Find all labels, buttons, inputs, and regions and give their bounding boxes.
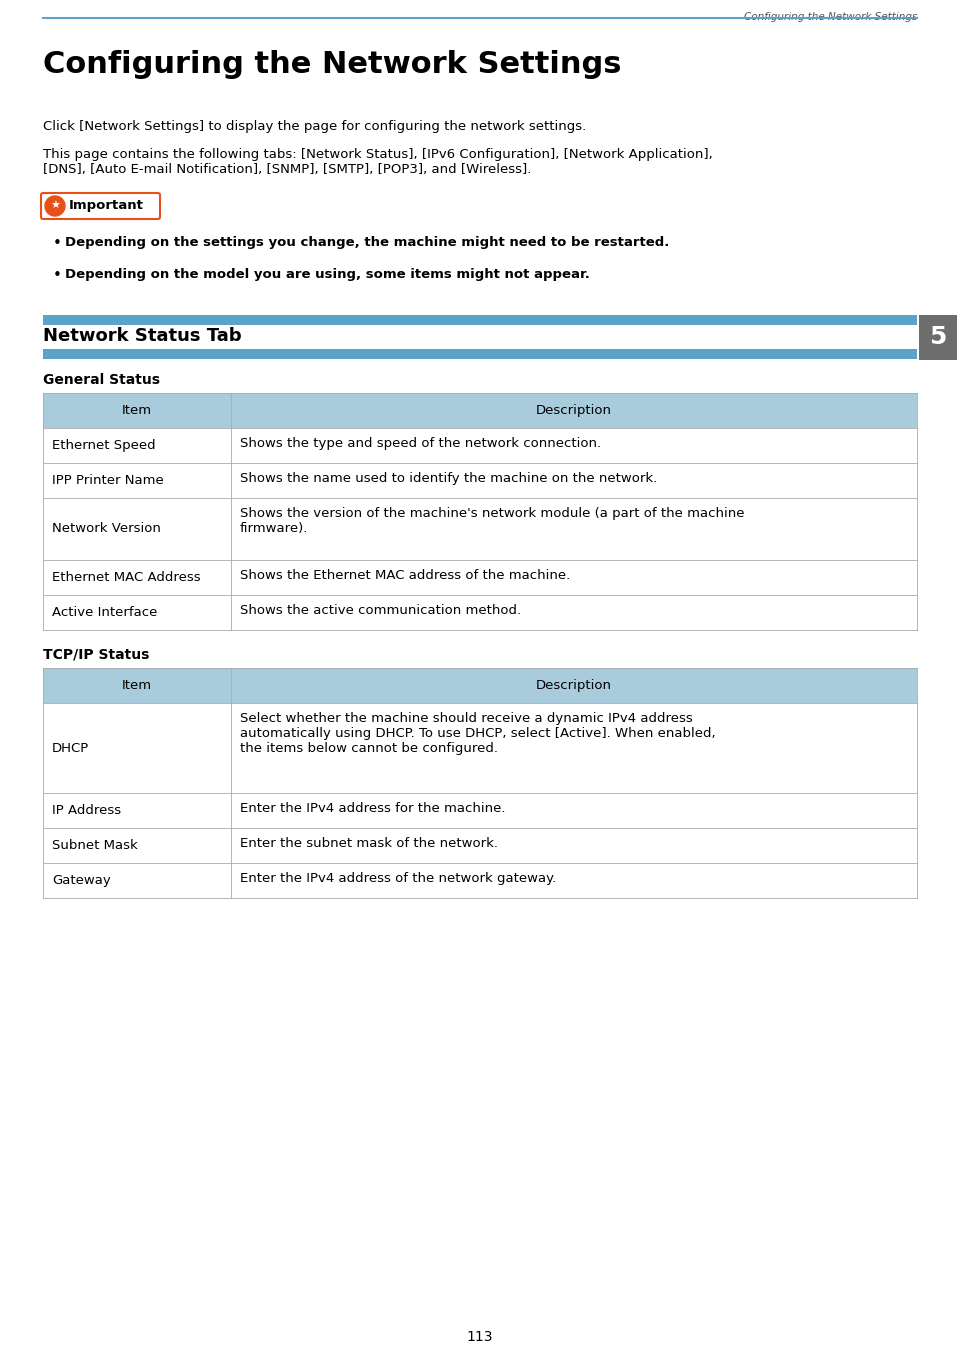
Text: Enter the IPv4 address for the machine.: Enter the IPv4 address for the machine. (240, 802, 505, 815)
Bar (43, 462, 917, 498)
Text: •: • (53, 237, 61, 252)
Text: Shows the name used to identify the machine on the network.: Shows the name used to identify the mach… (240, 472, 658, 486)
Text: TCP/IP Status: TCP/IP Status (43, 647, 150, 662)
Text: 5: 5 (929, 325, 947, 350)
Text: Subnet Mask: Subnet Mask (52, 839, 137, 851)
Text: Network Version: Network Version (52, 522, 161, 536)
Bar (43, 350, 917, 359)
Bar (43, 316, 917, 325)
Text: Item: Item (122, 404, 152, 418)
Text: Shows the Ethernet MAC address of the machine.: Shows the Ethernet MAC address of the ma… (240, 568, 570, 582)
Text: IPP Printer Name: IPP Printer Name (52, 475, 164, 487)
Text: Shows the type and speed of the network connection.: Shows the type and speed of the network … (240, 437, 601, 450)
Text: IP Address: IP Address (52, 804, 121, 817)
Text: Item: Item (122, 679, 152, 692)
Bar (43, 498, 917, 560)
Bar (43, 828, 917, 864)
Text: Important: Important (69, 200, 144, 212)
Text: Enter the subnet mask of the network.: Enter the subnet mask of the network. (240, 836, 498, 850)
Text: Gateway: Gateway (52, 874, 110, 887)
Text: Enter the IPv4 address of the network gateway.: Enter the IPv4 address of the network ga… (240, 872, 556, 885)
Text: General Status: General Status (43, 373, 160, 388)
Text: Description: Description (536, 679, 612, 692)
Bar (43, 393, 917, 428)
Text: •: • (53, 268, 61, 283)
Text: Ethernet MAC Address: Ethernet MAC Address (52, 571, 201, 583)
Text: DHCP: DHCP (52, 741, 89, 755)
Text: Shows the active communication method.: Shows the active communication method. (240, 604, 521, 617)
Bar (43, 793, 917, 828)
Text: Ethernet Speed: Ethernet Speed (52, 439, 156, 452)
Text: This page contains the following tabs: [Network Status], [IPv6 Configuration], [: This page contains the following tabs: [… (43, 148, 712, 175)
Text: Description: Description (536, 404, 612, 418)
Text: Select whether the machine should receive a dynamic IPv4 address
automatically u: Select whether the machine should receiv… (240, 713, 715, 755)
Bar (43, 428, 917, 462)
Text: Network Status Tab: Network Status Tab (43, 326, 242, 345)
Bar (43, 703, 917, 793)
Text: ★: ★ (50, 201, 60, 211)
Text: Configuring the Network Settings: Configuring the Network Settings (744, 12, 917, 22)
Text: Configuring the Network Settings: Configuring the Network Settings (43, 50, 621, 79)
Bar (43, 596, 917, 630)
Text: Click [Network Settings] to display the page for configuring the network setting: Click [Network Settings] to display the … (43, 120, 587, 133)
Text: 113: 113 (467, 1330, 493, 1344)
Circle shape (45, 196, 65, 216)
Bar (43, 668, 917, 703)
Bar (43, 864, 917, 898)
Text: Shows the version of the machine's network module (a part of the machine
firmwar: Shows the version of the machine's netwo… (240, 507, 744, 534)
Bar (919, 316, 957, 360)
Text: Active Interface: Active Interface (52, 607, 157, 619)
Text: Depending on the settings you change, the machine might need to be restarted.: Depending on the settings you change, th… (65, 237, 669, 249)
Text: Depending on the model you are using, some items might not appear.: Depending on the model you are using, so… (65, 268, 589, 282)
Bar (43, 560, 917, 596)
FancyBboxPatch shape (41, 193, 160, 219)
